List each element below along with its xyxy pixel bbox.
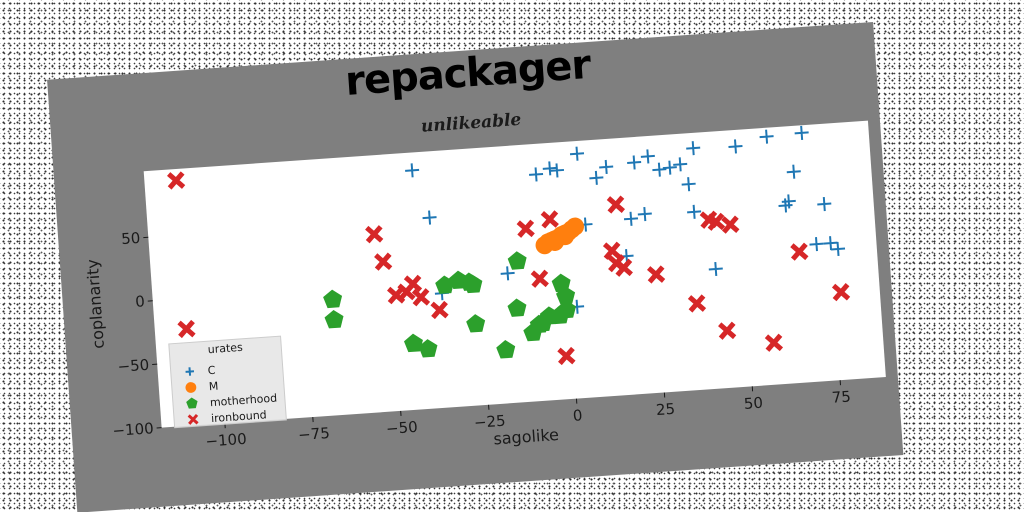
C-point [589, 170, 604, 185]
C-point [673, 157, 688, 172]
C-point [830, 241, 846, 257]
C-point [422, 210, 437, 225]
C-point [687, 204, 702, 219]
C-point [759, 129, 774, 144]
ironbound-point [602, 241, 622, 260]
x-tick-label: −100 [205, 430, 247, 451]
y-tick-label: −50 [117, 356, 150, 376]
x-tick-label: −75 [298, 424, 331, 444]
C-point [529, 167, 544, 182]
legend-marker-C [185, 367, 195, 376]
motherhood-point [435, 275, 455, 294]
C-point [728, 139, 743, 154]
C-point [708, 261, 723, 277]
C-point [623, 211, 639, 226]
C-point [640, 149, 655, 164]
C-point [809, 237, 824, 252]
x-tick-label: 50 [743, 394, 763, 413]
C-point [781, 194, 796, 209]
C-point [542, 161, 557, 176]
C-point [786, 164, 801, 179]
ironbound-point [540, 210, 559, 229]
C-point [662, 160, 677, 175]
C-point [681, 177, 696, 192]
C-point [599, 159, 614, 175]
x-tick-label: −25 [473, 412, 506, 432]
x-tick-label: 25 [655, 400, 675, 419]
ironbound-point [430, 300, 449, 320]
x-axis: −100 −75 −50 −25 0 25 50 75 [205, 380, 851, 451]
ironbound-point [365, 225, 384, 244]
ironbound-point [516, 219, 535, 238]
motherhood-point [496, 340, 516, 359]
data-marks [167, 125, 851, 366]
C-point [637, 206, 652, 222]
C-point [652, 162, 667, 177]
ironbound-point [177, 319, 196, 339]
x-tick-label: 0 [572, 406, 583, 425]
x-tick-label: 75 [831, 388, 851, 407]
legend-entry-C: C [207, 364, 216, 378]
C-point [627, 155, 642, 170]
ironbound-point [614, 258, 633, 277]
motherhood-point [507, 251, 527, 270]
C-point [549, 163, 565, 178]
legend-marker-M [185, 382, 197, 393]
ironbound-point [764, 333, 784, 352]
ironbound-point [831, 283, 851, 302]
y-tick-label: 0 [135, 292, 146, 311]
y-tick-label: 50 [121, 229, 141, 248]
ironbound-point [706, 212, 726, 231]
motherhood-point [463, 274, 483, 294]
legend-marker-motherhood [186, 397, 198, 409]
ironbound-point [790, 242, 809, 261]
ironbound-point [530, 269, 549, 288]
legend-entry-ironbound: ironbound [211, 408, 267, 425]
C-point [823, 236, 838, 251]
M-point [545, 232, 564, 251]
figure-panel: repackager unlikeable −100 −75 −50 −25 0 25 50… [47, 22, 904, 512]
ironbound-point [718, 321, 737, 340]
y-tick-label: −100 [112, 419, 154, 440]
series-ironbound [167, 171, 851, 366]
C-point [817, 196, 832, 212]
series-M [535, 217, 585, 255]
x-axis-label: sagolike [493, 425, 560, 449]
ironbound-point [646, 265, 666, 284]
legend-box [168, 335, 287, 429]
legend-entry-M: M [208, 380, 218, 394]
legend-title: urates [207, 341, 243, 356]
C-point [405, 163, 420, 178]
C-point [500, 266, 515, 281]
motherhood-point [557, 300, 577, 319]
series-motherhood [323, 251, 577, 359]
x-tick-label: −50 [385, 418, 418, 438]
ironbound-point [606, 195, 626, 214]
C-point [569, 146, 585, 161]
motherhood-point [556, 286, 576, 305]
ironbound-point [411, 288, 431, 307]
plot-area [143, 120, 886, 428]
legend-marker-ironbound [187, 413, 199, 425]
motherhood-point [324, 309, 344, 329]
legend-entry-motherhood: motherhood [210, 392, 278, 410]
y-axis: −100 −50 0 50 [112, 229, 162, 440]
motherhood-point [323, 289, 343, 309]
ironbound-point [167, 171, 186, 190]
motherhood-point [466, 314, 486, 333]
motherhood-point [418, 339, 438, 358]
ironbound-point [687, 294, 707, 313]
ironbound-point [557, 346, 576, 366]
C-point [794, 125, 809, 140]
ironbound-point [374, 252, 393, 271]
ironbound-point [403, 274, 423, 293]
ironbound-point [721, 215, 740, 234]
series-C [405, 125, 846, 314]
motherhood-point [507, 298, 527, 317]
motherhood-point [403, 333, 423, 353]
C-point [686, 141, 701, 156]
